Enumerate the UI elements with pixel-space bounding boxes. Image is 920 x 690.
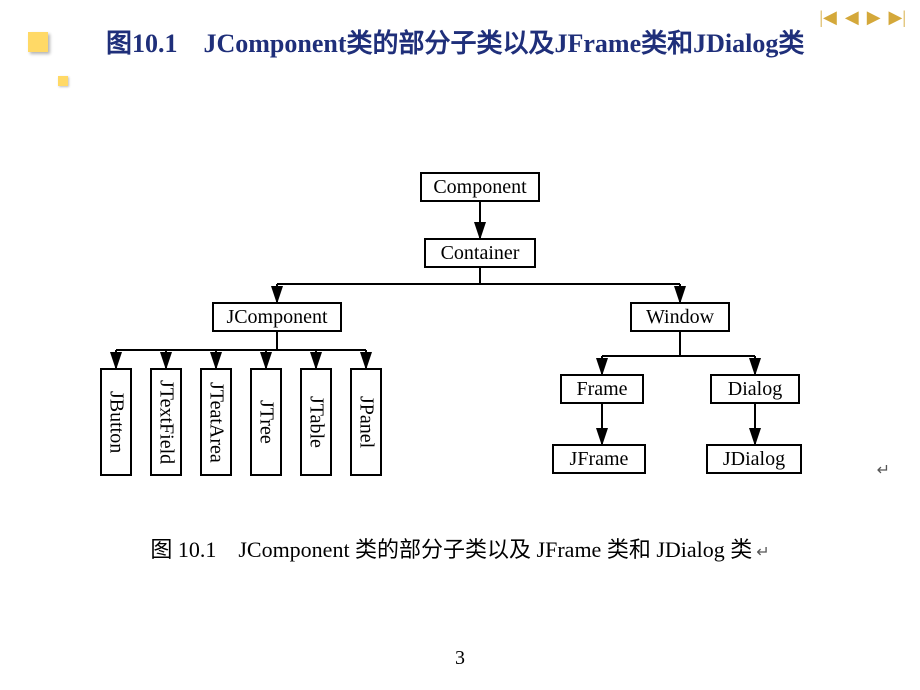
- page-number: 3: [0, 647, 920, 670]
- node-jcomponent: JComponent: [212, 302, 342, 332]
- node-jtextarea: JTeatArea: [200, 368, 232, 476]
- node-component: Component: [420, 172, 540, 202]
- node-jpanel: JPanel: [350, 368, 382, 476]
- node-window: Window: [630, 302, 730, 332]
- node-jdialog: JDialog: [706, 444, 802, 474]
- node-jbutton: JButton: [100, 368, 132, 476]
- node-container: Container: [424, 238, 536, 268]
- node-jtree: JTree: [250, 368, 282, 476]
- node-jframe: JFrame: [552, 444, 646, 474]
- class-hierarchy-diagram: Component Container JComponent Window Fr…: [0, 160, 920, 520]
- slide-title: 图10.1 JComponent类的部分子类以及JFrame类和JDialog类: [106, 24, 890, 63]
- node-jtextfield: JTextField: [150, 368, 182, 476]
- node-jtable: JTable: [300, 368, 332, 476]
- caption-text: 图 10.1 JComponent 类的部分子类以及 JFrame 类和 JDi…: [150, 537, 752, 562]
- node-frame: Frame: [560, 374, 644, 404]
- line-end-mark: ↵: [877, 460, 890, 480]
- node-dialog: Dialog: [710, 374, 800, 404]
- last-icon[interactable]: ▶|: [889, 8, 906, 26]
- figure-caption: 图 10.1 JComponent 类的部分子类以及 JFrame 类和 JDi…: [0, 532, 920, 564]
- bullet-icon: [28, 32, 48, 52]
- caption-end-mark: ↵: [756, 544, 769, 561]
